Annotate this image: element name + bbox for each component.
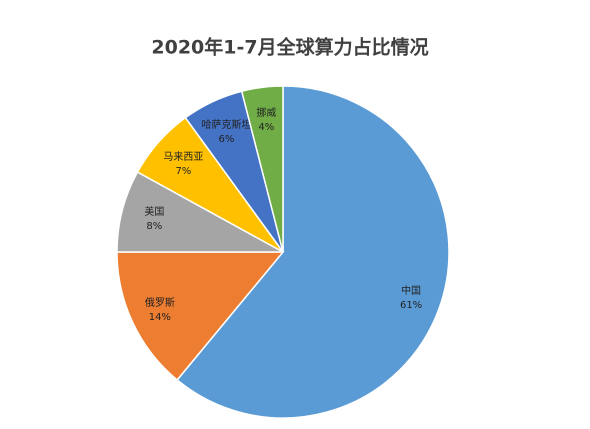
slice-label: 中国	[401, 284, 421, 297]
slice-value: 4%	[258, 122, 274, 133]
pie-slice	[240, 85, 284, 253]
chart-title: 2020年1-7月全球算力占比情况	[151, 36, 428, 59]
slice-value: 61%	[400, 300, 422, 311]
slice-label: 俄罗斯	[145, 296, 175, 309]
slice-label: 美国	[144, 205, 164, 218]
slice-value: 14%	[149, 312, 171, 323]
slice-value: 8%	[146, 221, 162, 232]
slice-label: 挪威	[256, 106, 276, 119]
pie-slice	[176, 85, 450, 419]
slice-label: 哈萨克斯坦	[201, 118, 251, 131]
slice-value: 7%	[175, 166, 191, 177]
slice-value: 6%	[219, 134, 235, 145]
pie-slice	[116, 251, 285, 381]
slice-label: 马来西亚	[163, 151, 203, 163]
